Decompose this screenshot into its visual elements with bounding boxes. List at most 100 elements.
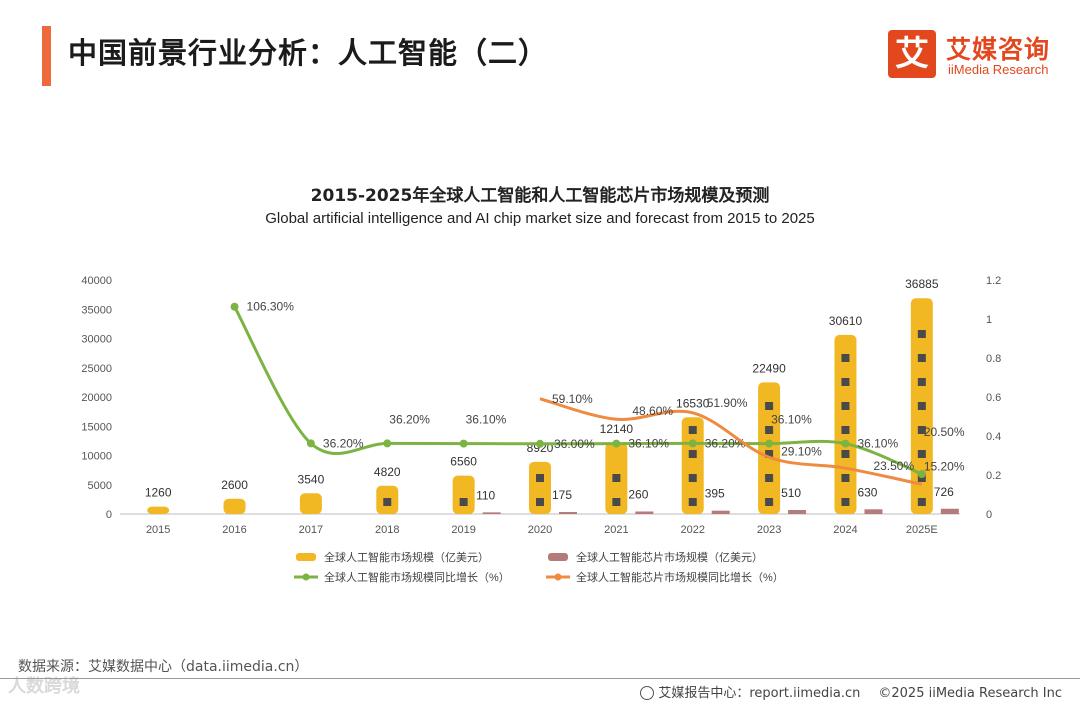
ai-chip-growth-label: 23.50% — [873, 459, 914, 473]
chip-pattern-mark — [612, 474, 621, 482]
y-right-tick-label: 0 — [986, 509, 992, 521]
legend-ai-market-swatch — [296, 553, 316, 561]
ai-growth-point — [688, 439, 697, 448]
ai-growth-point — [765, 439, 774, 448]
y-right-tick-label: 0.6 — [986, 392, 1001, 404]
watermark: 人数跨境 — [8, 676, 80, 697]
legend-ai-chip-growth-marker — [554, 573, 562, 581]
x-tick-label: 2025E — [906, 524, 938, 536]
y-left-tick-label: 40000 — [81, 275, 112, 287]
ai-chip-growth-label: 15.20% — [924, 459, 965, 473]
page-title: 中国前景行业分析：人工智能（二） — [68, 36, 549, 70]
chip-pattern-mark — [765, 474, 774, 482]
chip-pattern-mark — [536, 474, 544, 482]
ai-chip-bar — [788, 510, 807, 514]
globe-icon — [640, 686, 655, 700]
ai-growth-point — [459, 439, 468, 448]
legend-ai-chip-label: 全球人工智能芯片市场规模（亿美元） — [576, 550, 763, 564]
combo-chart: 0 5000 10000 15000 20000 25000 30000 35000 40000… — [81, 275, 1001, 584]
title-accent-bar — [42, 26, 51, 86]
chip-pattern-mark — [765, 426, 774, 434]
chip-pattern-mark — [917, 498, 926, 506]
chip-pattern-mark — [383, 498, 392, 506]
y-right-tick-label: 1 — [986, 314, 992, 326]
ai-growth-label: 36.20% — [705, 436, 746, 450]
ai-market-value-label: 22490 — [752, 361, 786, 375]
y-right-tick-label: 1.2 — [986, 275, 1001, 287]
ai-growth-point — [306, 439, 315, 448]
ai-chip-growth-line — [539, 397, 923, 486]
ai-growth-label: 36.20% — [323, 436, 364, 450]
ai-chip-growth-label: 29.10% — [781, 444, 822, 458]
y-right-tick-label: 0.8 — [986, 353, 1001, 365]
ai-market-value-label: 16530 — [676, 396, 710, 410]
chip-pattern-mark — [917, 378, 926, 386]
ai-growth-label: 20.50% — [924, 425, 965, 439]
logo-text-en: iiMedia Research — [948, 62, 1049, 77]
y-left-tick-label: 20000 — [81, 392, 112, 404]
y-left-tick-label: 10000 — [81, 451, 112, 463]
y-left-tick-label: 15000 — [81, 421, 112, 433]
x-tick-label: 2023 — [757, 524, 781, 536]
footer-info: 艾媒报告中心：report.iimedia.cn ©2025 iiMedia Re… — [640, 682, 1062, 701]
ai-market-bar — [452, 475, 475, 514]
chip-pattern-mark — [536, 498, 544, 506]
ai-chip-value-label: 510 — [781, 486, 801, 500]
ai-chip-value-label: 110 — [476, 488, 495, 502]
ai-chip-growth-label: 51.90% — [707, 396, 748, 410]
x-tick-label: 2024 — [833, 524, 857, 536]
ai-chip-growth-label: 48.60% — [632, 404, 673, 418]
ai-market-bar — [299, 493, 322, 514]
chip-pattern-mark — [841, 474, 850, 482]
ai-market-value-label: 1260 — [145, 486, 172, 500]
ai-chip-value-label: 395 — [705, 487, 725, 501]
chip-pattern-mark — [917, 330, 926, 338]
ai-market-value-label: 3540 — [298, 472, 325, 486]
footer-divider — [0, 678, 1080, 679]
ai-growth-point — [917, 470, 926, 479]
x-tick-label: 2021 — [604, 524, 628, 536]
ai-chip-value-label: 630 — [857, 485, 877, 499]
logo-text-cn: 艾媒咨询 — [946, 35, 1051, 64]
ai-growth-point — [383, 439, 392, 448]
ai-market-value-label: 36885 — [905, 277, 939, 291]
report-link[interactable]: 艾媒报告中心：report.iimedia.cn — [658, 686, 861, 701]
x-tick-label: 2018 — [375, 524, 399, 536]
ai-growth-label: 36.10% — [628, 437, 669, 451]
ai-market-bar — [681, 417, 704, 514]
ai-chip-bar — [940, 508, 959, 514]
ai-chip-value-label: 175 — [552, 488, 572, 502]
ai-market-value-label: 6560 — [450, 455, 477, 469]
ai-chip-value-label: 726 — [934, 485, 954, 499]
ai-market-bar — [758, 382, 781, 514]
chip-pattern-mark — [917, 354, 926, 362]
copyright: ©2025 iiMedia Research Inc — [878, 686, 1062, 701]
ai-chip-value-label: 260 — [628, 487, 648, 501]
chip-pattern-mark — [841, 378, 850, 386]
chip-pattern-mark — [917, 450, 926, 458]
ai-growth-label: 36.10% — [466, 413, 507, 427]
logo-mark: 艾 — [888, 30, 936, 78]
y-left-tick-label: 0 — [106, 509, 112, 521]
ai-growth-label: 36.10% — [771, 413, 812, 427]
ai-market-bar — [147, 506, 170, 514]
chip-pattern-mark — [841, 450, 850, 458]
x-tick-label: 2015 — [146, 524, 170, 536]
legend-ai-chip-growth-label: 全球人工智能芯片市场规模同比增长（%） — [576, 570, 784, 584]
chip-pattern-mark — [688, 450, 697, 458]
ai-chip-bar — [635, 511, 654, 514]
brand-logo: 艾 艾媒咨询 iiMedia Research — [888, 30, 1064, 82]
legend-ai-chip-swatch — [548, 553, 568, 561]
ai-growth-point — [841, 439, 850, 448]
ai-growth-label: 36.10% — [857, 437, 898, 451]
ai-chip-bar — [482, 512, 501, 514]
ai-growth-label: 36.20% — [389, 412, 430, 426]
ai-growth-label: 36.00% — [554, 437, 595, 451]
chip-pattern-mark — [688, 426, 697, 434]
ai-market-value-label: 30610 — [829, 314, 863, 328]
chip-pattern-mark — [765, 450, 774, 458]
chip-pattern-mark — [688, 498, 697, 506]
chip-pattern-mark — [917, 402, 926, 410]
x-tick-label: 2017 — [299, 524, 323, 536]
chip-pattern-mark — [688, 474, 697, 482]
